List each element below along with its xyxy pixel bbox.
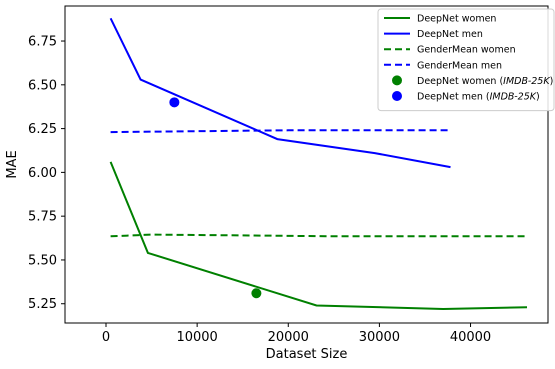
legend: DeepNet women DeepNet men GenderMean women… [377, 8, 555, 112]
data-point-deepnet-women-imdb-25k [251, 288, 262, 299]
legend-label-deepnet-men: DeepNet men [417, 29, 483, 40]
plot-series [109, 17, 528, 311]
series-line-gendermean-women [110, 233, 527, 238]
legend-swatch-deepnet-women-imdb-25k [392, 75, 402, 86]
legend-label-gendermean-men: GenderMean men [417, 60, 502, 71]
x-tick-label: 10000 [176, 330, 217, 345]
data-point-deepnet-men-imdb-25k [169, 97, 180, 108]
y-tick-label: 6.25 [28, 122, 57, 137]
legend-label-gendermean-women: GenderMean women [417, 45, 516, 56]
legend-box [377, 8, 555, 112]
y-tick-label: 5.75 [28, 210, 57, 225]
series-line-gendermean-men [110, 129, 451, 134]
y-axis: 5.25 5.50 5.75 6.00 6.25 6.50 6.75 [28, 35, 65, 312]
y-tick-label: 6.75 [28, 35, 57, 50]
legend-label-deepnet-women-imdb-25k: DeepNet women (IMDB-25K) [417, 76, 553, 87]
y-tick-label: 5.50 [28, 253, 57, 268]
x-tick-label: 30000 [359, 330, 400, 345]
y-tick-label: 6.00 [28, 166, 57, 181]
y-tick-label: 5.25 [28, 297, 57, 312]
x-tick-label: 0 [102, 330, 110, 345]
y-axis-label: MAE [5, 150, 20, 178]
plot-area-frame [64, 5, 549, 324]
legend-label-deepnet-women: DeepNet women [417, 14, 496, 25]
x-axis-label: Dataset Size [266, 347, 348, 362]
legend-label-deepnet-men-imdb-25k: DeepNet men (IMDB-25K) [417, 92, 540, 103]
x-axis: 0 10000 20000 30000 40000 [102, 323, 491, 345]
series-line-deepnet-women [109, 161, 528, 311]
x-tick-label: 20000 [268, 330, 309, 345]
series-line-deepnet-men [109, 17, 451, 169]
x-tick-label: 40000 [450, 330, 491, 345]
y-tick-label: 6.50 [28, 78, 57, 93]
legend-swatch-deepnet-men-imdb-25k [392, 91, 402, 101]
